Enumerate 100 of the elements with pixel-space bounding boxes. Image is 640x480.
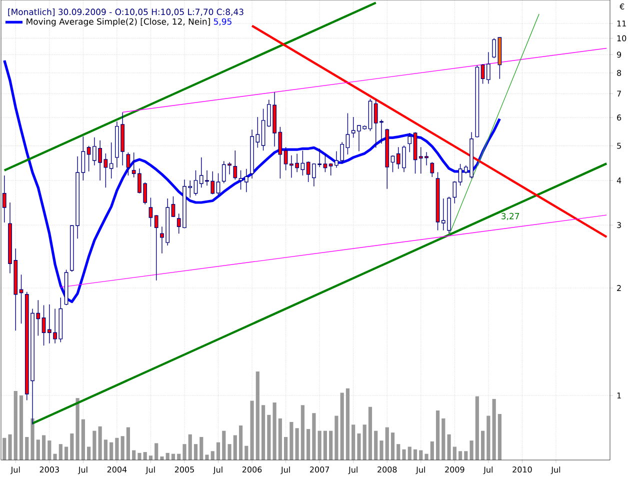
- candlestick: [109, 142, 114, 179]
- bar: [312, 413, 316, 460]
- bar: [424, 454, 428, 460]
- bar: [323, 430, 328, 460]
- bar: [402, 449, 406, 460]
- candlestick: [42, 304, 46, 346]
- bar: [357, 433, 361, 460]
- bar: [352, 424, 356, 460]
- bar: [498, 414, 502, 460]
- bar: [452, 446, 456, 460]
- bar: [244, 446, 248, 460]
- bar: [132, 450, 136, 460]
- bar: [160, 456, 164, 460]
- bar: [104, 440, 108, 460]
- bar: [284, 437, 288, 460]
- candlestick: [323, 154, 328, 172]
- bar: [295, 428, 299, 460]
- candlestick: [390, 155, 395, 172]
- bar: [98, 426, 102, 460]
- annotation: 5,95: [214, 18, 232, 26]
- bar: [396, 444, 400, 460]
- bar: [205, 454, 209, 460]
- bar: [92, 430, 96, 460]
- bar: [30, 418, 34, 460]
- bar: [222, 430, 226, 460]
- bar: [475, 396, 479, 460]
- bar: [58, 444, 62, 460]
- bar: [53, 454, 57, 460]
- candlestick: [452, 180, 457, 204]
- candlestick: [408, 132, 412, 153]
- bar: [48, 440, 52, 460]
- text: [Monatlich] 30.09.2009 - O:10,05 H:10,05 L:7,70 C:8,43: [8, 8, 244, 16]
- bar: [470, 440, 474, 460]
- bar: [374, 430, 378, 460]
- bar: [267, 414, 271, 460]
- legend-label: Moving Average Simple(2) [Close, 12, Nein]: [26, 18, 210, 26]
- candlestick: [86, 145, 91, 172]
- bar: [447, 434, 451, 460]
- bar: [143, 452, 147, 460]
- bar: [290, 422, 294, 460]
- annotation: 3,27: [502, 212, 520, 220]
- bar: [238, 426, 243, 460]
- bar: [2, 438, 6, 460]
- bar: [110, 442, 114, 460]
- bar: [14, 391, 18, 460]
- candlestick: [430, 162, 434, 178]
- candlestick: [216, 172, 220, 196]
- candlestick: [458, 164, 462, 186]
- candlestick: [194, 170, 198, 196]
- candlestick: [171, 196, 176, 218]
- bar: [278, 418, 282, 460]
- bar: [256, 372, 260, 460]
- candlestick: [238, 170, 243, 190]
- bar: [200, 437, 204, 460]
- bar: [64, 446, 68, 460]
- bar: [346, 388, 350, 460]
- candlestick: [480, 64, 485, 84]
- bar: [458, 451, 462, 460]
- bar: [385, 427, 389, 460]
- bar: [233, 435, 237, 460]
- bar: [492, 398, 496, 460]
- bar: [272, 402, 276, 460]
- bar: [250, 400, 254, 460]
- bar: [413, 449, 418, 460]
- bar: [188, 434, 192, 460]
- bar: [300, 405, 304, 460]
- bar: [380, 440, 384, 460]
- candlestick: [19, 274, 24, 324]
- candlestick: [2, 175, 6, 223]
- candlestick: [81, 136, 86, 181]
- bar: [481, 430, 485, 460]
- bar: [19, 395, 24, 460]
- bar: [138, 452, 142, 460]
- candlestick: [300, 150, 305, 176]
- candlestick: [154, 214, 158, 281]
- bar: [408, 446, 412, 460]
- bar: [334, 416, 338, 460]
- bar: [306, 429, 310, 460]
- bar: [390, 432, 395, 460]
- candlestick: [126, 152, 130, 176]
- bar: [261, 405, 266, 460]
- bar: [25, 437, 29, 460]
- bar: [430, 441, 434, 460]
- candlestick: [244, 168, 248, 192]
- bar: [42, 435, 46, 460]
- bar: [362, 424, 366, 460]
- bar: [36, 440, 40, 460]
- bar: [8, 434, 12, 460]
- bar: [329, 430, 333, 460]
- bar: [216, 442, 220, 460]
- candlestick: [492, 38, 496, 58]
- bar: [368, 406, 372, 460]
- candlestick: [284, 146, 288, 171]
- bar: [70, 433, 74, 460]
- candlestick: [148, 197, 153, 227]
- bar: [442, 418, 446, 460]
- bar: [210, 451, 214, 460]
- bar: [228, 444, 232, 460]
- candlestick: [486, 52, 490, 84]
- bar: [194, 444, 198, 460]
